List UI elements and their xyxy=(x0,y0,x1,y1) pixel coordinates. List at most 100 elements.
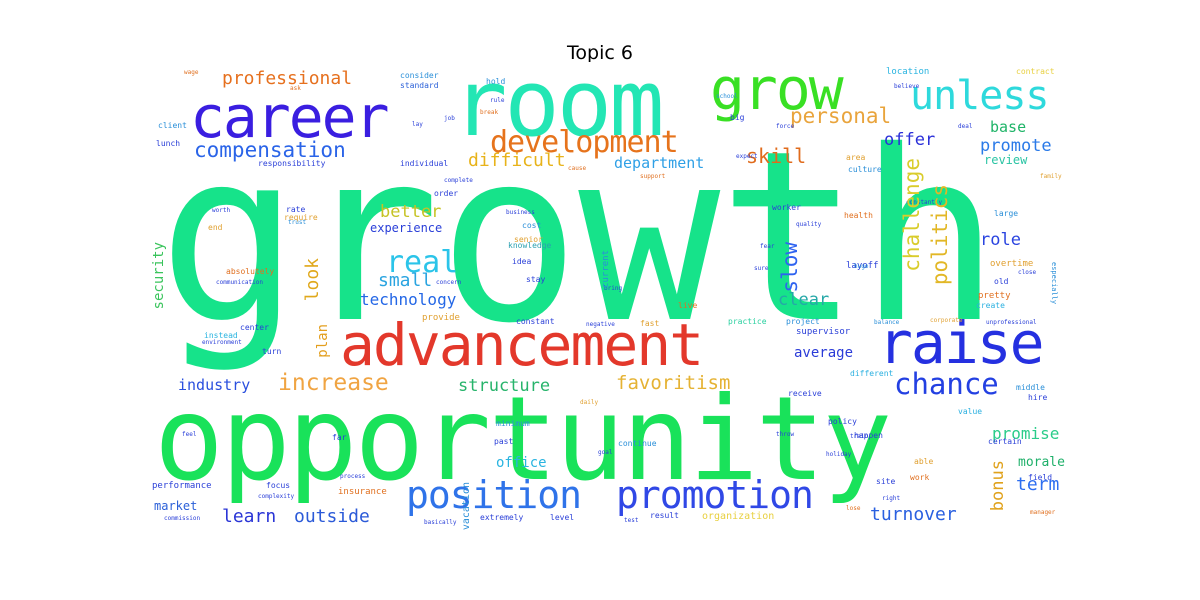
word-result: result xyxy=(650,511,679,520)
word-personal: personal xyxy=(790,104,892,128)
word-lay: lay xyxy=(412,121,423,128)
word-rate: rate xyxy=(286,205,306,214)
word-hold: hold xyxy=(486,77,506,86)
word-create: create xyxy=(976,301,1005,310)
word-sure: sure xyxy=(754,265,769,272)
word-certain: certain xyxy=(988,437,1022,446)
word-quality: quality xyxy=(796,221,822,228)
word-especially: especially xyxy=(1050,262,1058,305)
word-break: break xyxy=(480,109,499,116)
word-lunch: lunch xyxy=(156,139,181,148)
word-worth: worth xyxy=(212,207,231,214)
word-value: value xyxy=(958,407,983,416)
word-performance: performance xyxy=(152,481,212,491)
word-basically: basically xyxy=(424,519,457,526)
word-instead: instead xyxy=(204,331,238,340)
word-bring: bring xyxy=(604,285,623,292)
word-past: past xyxy=(494,437,514,446)
word-school: school xyxy=(716,93,738,100)
word-overtime: overtime xyxy=(990,259,1034,269)
word-look: look xyxy=(302,258,323,302)
word-chance: chance xyxy=(894,367,999,401)
word-term: term xyxy=(1016,474,1060,495)
word-slow: slow xyxy=(778,242,802,293)
word-unless: unless xyxy=(910,73,1049,119)
word-far: far xyxy=(332,433,347,442)
word-technology: technology xyxy=(360,290,457,309)
word-knowledge: knowledge xyxy=(508,241,552,250)
word-layoff: layoff xyxy=(846,261,879,271)
word-client: client xyxy=(158,121,187,130)
word-require: require xyxy=(284,213,318,222)
word-real: real xyxy=(386,245,459,280)
word-rule: rule xyxy=(490,97,505,104)
word-live: live xyxy=(678,301,698,310)
word-absolutely: absolutely xyxy=(226,267,275,276)
word-site: site xyxy=(876,477,896,486)
word-constantly: constantly xyxy=(906,199,943,206)
word-better: better xyxy=(380,202,442,222)
word-security: security xyxy=(151,242,167,310)
word-turnover: turnover xyxy=(870,504,957,525)
word-center: center xyxy=(240,323,269,332)
word-minimum: minimum xyxy=(496,419,530,428)
word-morale: morale xyxy=(1018,455,1065,470)
word-environment: environment xyxy=(202,339,242,346)
word-clear: clear xyxy=(778,290,830,310)
word-unprofessional: unprofessional xyxy=(986,319,1037,326)
word-promote: promote xyxy=(980,136,1052,156)
word-promotion: promotion xyxy=(616,473,814,517)
word-experience: experience xyxy=(370,221,443,235)
word-communication: communication xyxy=(216,279,263,286)
word-ask: ask xyxy=(290,85,301,92)
word-room: room xyxy=(452,62,665,157)
word-middle: middle xyxy=(1016,383,1045,392)
word-negative: negative xyxy=(586,321,615,328)
word-idea: idea xyxy=(512,257,532,266)
word-fast: fast xyxy=(640,319,660,328)
word-complexity: complexity xyxy=(258,493,295,500)
word-practice: practice xyxy=(728,317,767,326)
word-individual: individual xyxy=(400,159,449,168)
word-industry: industry xyxy=(178,376,251,394)
word-holiday: holiday xyxy=(826,451,852,458)
word-train: train xyxy=(850,433,869,440)
word-receive: receive xyxy=(788,389,822,398)
word-department: department xyxy=(614,154,705,172)
word-average: average xyxy=(794,345,854,361)
word-old: old xyxy=(994,277,1009,286)
chart-title: Topic 6 xyxy=(567,42,633,64)
word-work: work xyxy=(910,473,930,482)
word-consider: consider xyxy=(400,71,439,80)
word-responsibility: responsibility xyxy=(258,159,326,168)
word-believe: believe xyxy=(894,83,920,90)
word-raise: raise xyxy=(878,309,1045,377)
word-end: end xyxy=(208,223,223,232)
word-expect: expect xyxy=(736,153,758,160)
word-advancement: advancement xyxy=(340,311,704,379)
word-worker: worker xyxy=(772,203,801,212)
word-huge: huge xyxy=(854,263,869,270)
word-family: family xyxy=(1040,173,1062,180)
word-commission: commission xyxy=(164,515,201,522)
word-favoritism: favoritism xyxy=(616,372,731,394)
word-challenge: challenge xyxy=(900,158,924,272)
word-project: project xyxy=(786,317,820,326)
word-pretty: pretty xyxy=(978,291,1011,301)
word-business: business xyxy=(506,209,535,216)
word-location: location xyxy=(886,67,930,77)
word-close: close xyxy=(1018,269,1037,276)
word-concern: concern xyxy=(436,279,462,286)
word-culture: culture xyxy=(848,165,882,174)
word-structure: structure xyxy=(458,376,551,396)
word-learn: learn xyxy=(222,506,277,527)
word-skill: skill xyxy=(746,144,807,168)
word-development: development xyxy=(490,125,679,160)
word-health: health xyxy=(844,211,873,220)
word-deal: deal xyxy=(958,123,973,130)
word-provide: provide xyxy=(422,313,460,323)
word-trust: trust xyxy=(288,219,307,226)
word-increase: increase xyxy=(278,370,389,396)
word-daily: daily xyxy=(580,399,599,406)
word-difficult: difficult xyxy=(468,150,566,171)
